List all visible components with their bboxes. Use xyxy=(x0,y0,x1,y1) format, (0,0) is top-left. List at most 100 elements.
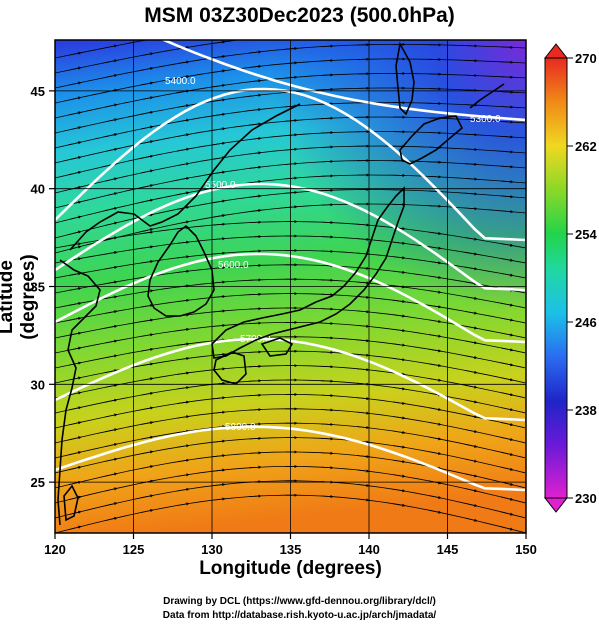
streamline-arrow xyxy=(212,454,226,458)
streamline-arrow xyxy=(176,298,190,303)
streamline-arrow xyxy=(68,346,82,351)
streamline-arrow xyxy=(428,246,442,250)
streamline-arrow xyxy=(68,451,82,456)
contour-label: 5800.0 xyxy=(225,422,256,433)
streamline-arrow xyxy=(284,118,298,123)
streamline-arrow xyxy=(176,458,190,463)
streamline-arrow xyxy=(104,339,118,344)
streamline-arrow xyxy=(248,263,262,268)
streamline-arrow xyxy=(428,407,442,412)
streamline-arrow xyxy=(356,454,370,459)
streamline xyxy=(55,437,526,474)
streamline-arrow xyxy=(176,176,190,181)
streamline-arrow xyxy=(320,408,334,412)
streamline-arrow xyxy=(320,188,334,192)
streamline-arrow xyxy=(176,342,190,346)
streamline-arrow xyxy=(140,406,154,411)
streamline-arrow xyxy=(212,170,226,175)
streamline-arrow xyxy=(140,362,154,367)
streamline-arrow xyxy=(320,293,334,297)
streamline xyxy=(55,174,526,224)
streamline-arrow xyxy=(68,66,82,71)
streamline-arrow xyxy=(248,165,262,169)
streamline-arrow xyxy=(248,108,262,112)
streamline-arrow xyxy=(176,118,190,123)
streamline-arrow xyxy=(140,230,154,235)
streamline-arrow xyxy=(320,87,334,91)
streamline-arrow xyxy=(140,435,154,440)
streamline-arrow xyxy=(464,237,478,241)
lat-lon-grid xyxy=(55,40,526,533)
streamline-arrow xyxy=(464,458,478,463)
x-tick-label: 130 xyxy=(201,542,223,557)
streamline-arrow xyxy=(500,436,514,442)
streamline-arrow xyxy=(320,116,334,120)
streamline-arrow xyxy=(68,316,82,321)
streamline-arrow xyxy=(104,133,118,138)
streamline-arrow xyxy=(428,436,442,441)
streamline-arrow xyxy=(68,406,82,411)
streamline-arrow xyxy=(212,439,226,443)
streamline-arrow xyxy=(321,17,333,18)
streamline-arrow xyxy=(248,451,262,455)
streamline-arrow xyxy=(140,333,154,337)
streamline xyxy=(55,466,526,504)
streamline-arrow xyxy=(284,46,298,51)
streamline-arrow xyxy=(248,408,262,412)
streamline-arrow xyxy=(356,281,370,285)
streamline-arrow xyxy=(176,104,190,108)
streamline-arrow xyxy=(248,93,262,97)
streamline-arrow xyxy=(104,118,118,123)
streamline-arrow xyxy=(212,83,226,88)
streamline-arrow xyxy=(356,324,370,328)
streamline-arrow xyxy=(285,34,297,35)
streamline-arrow xyxy=(464,473,478,478)
streamline-arrow xyxy=(392,474,406,478)
streamline-arrow xyxy=(320,44,334,48)
x-tick-label: 140 xyxy=(358,542,380,557)
streamline-arrow xyxy=(140,169,154,174)
streamline-arrow xyxy=(212,222,226,226)
streamline-arrow xyxy=(248,180,262,184)
streamline-arrow xyxy=(212,251,226,255)
streamline-arrow xyxy=(500,377,514,382)
streamline-arrow xyxy=(500,332,514,337)
streamline-arrow xyxy=(392,328,406,333)
streamline-arrow xyxy=(68,170,82,176)
streamline-arrow xyxy=(428,175,442,179)
streamline-arrow xyxy=(212,367,226,371)
streamline-arrow xyxy=(392,387,406,391)
streamline xyxy=(55,203,526,254)
streamline-arrow xyxy=(320,307,334,311)
streamline xyxy=(55,494,526,533)
streamline-arrow xyxy=(212,127,226,131)
streamline-arrow xyxy=(284,162,298,166)
streamline-arrow xyxy=(104,324,118,329)
streamline-arrow xyxy=(500,243,514,247)
streamline-arrow xyxy=(392,343,406,347)
streamline-arrow xyxy=(248,208,262,213)
streamline-arrow xyxy=(140,494,154,499)
streamline-arrow xyxy=(176,162,190,167)
streamline-arrow xyxy=(428,348,442,353)
streamline-arrow xyxy=(464,266,478,271)
streamline-arrow xyxy=(500,362,514,367)
streamline-arrow xyxy=(248,379,262,383)
streamline-arrow xyxy=(500,273,514,277)
streamline-arrow xyxy=(248,50,262,54)
streamline xyxy=(55,250,526,279)
streamline-arrow xyxy=(464,355,478,360)
streamline-arrow xyxy=(500,451,514,456)
streamline xyxy=(55,145,526,194)
streamline-arrow xyxy=(104,413,118,418)
streamline-arrow xyxy=(464,488,478,493)
colorbar-tick-label: 262 xyxy=(575,139,597,154)
streamline-arrow xyxy=(464,340,478,345)
streamline-arrow xyxy=(140,508,154,513)
colorbar-ticks: 230 238 246 254 262 270 xyxy=(567,51,597,506)
streamline-arrow xyxy=(284,75,298,79)
streamline-arrow xyxy=(428,421,442,426)
streamline-arrow xyxy=(104,487,118,492)
contour-label: 5400.0 xyxy=(165,76,196,87)
streamline-arrow xyxy=(176,133,190,137)
